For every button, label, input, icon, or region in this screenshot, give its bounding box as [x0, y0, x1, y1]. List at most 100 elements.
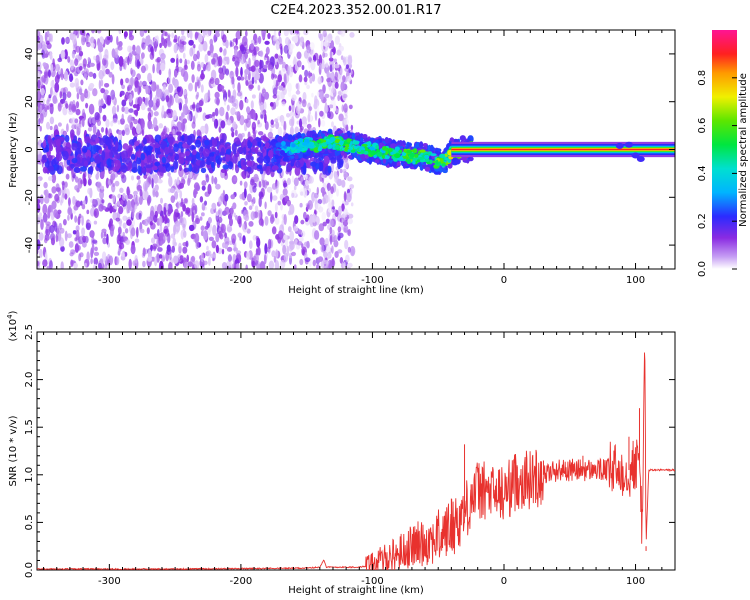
noise-cell	[203, 260, 208, 266]
noise-cell	[122, 222, 127, 229]
noise-cell	[268, 260, 275, 269]
noise-cell	[104, 83, 110, 88]
ridge-cell	[315, 143, 319, 148]
noise-cell	[166, 244, 171, 252]
noise-cell	[130, 227, 136, 237]
noise-cell	[75, 101, 80, 109]
noise-cell	[63, 70, 69, 82]
noise-cell	[350, 202, 354, 207]
noise-cell	[74, 176, 79, 183]
noise-cell	[134, 204, 138, 210]
noise-cell	[289, 126, 294, 137]
noise-cell	[286, 166, 290, 173]
noise-cell	[286, 113, 291, 118]
noise-cell	[137, 85, 141, 96]
noise-cell	[81, 215, 84, 226]
noise-cell	[173, 78, 179, 89]
noise-cell	[142, 167, 146, 174]
noise-cell	[137, 165, 141, 175]
noise-cell	[299, 202, 303, 208]
noise-cell	[117, 130, 123, 135]
noise-cell	[90, 42, 95, 48]
snr-series	[37, 352, 675, 570]
x-tick-label: 100	[626, 275, 645, 286]
noise-cell	[182, 242, 188, 247]
noise-cell	[327, 259, 333, 269]
ridge-halo-cell	[327, 128, 333, 134]
noise-cell	[180, 229, 185, 240]
noise-cell	[225, 154, 231, 162]
noise-cell	[117, 251, 121, 256]
noise-cell	[207, 228, 211, 235]
ridge-cell	[291, 143, 296, 148]
noise-cell	[184, 96, 188, 105]
noise-cell	[130, 67, 133, 75]
noise-cell	[306, 45, 311, 51]
noise-cell	[89, 230, 95, 238]
noise-cell	[37, 79, 41, 89]
noise-cell	[46, 42, 52, 50]
noise-cell	[178, 43, 183, 48]
noise-cell	[75, 108, 81, 116]
noise-cell	[264, 113, 267, 124]
noise-cell	[205, 30, 211, 37]
noise-cell	[267, 32, 271, 40]
ridge-halo-cell	[398, 140, 403, 146]
noise-cell	[297, 60, 302, 68]
noise-cell	[274, 211, 278, 219]
noise-cell	[239, 99, 244, 111]
noise-cell	[229, 95, 235, 104]
noise-cell	[313, 102, 318, 110]
noise-cell	[180, 211, 184, 218]
noise-cell	[89, 165, 94, 175]
noise-cell	[311, 213, 317, 223]
noise-cell	[337, 235, 341, 241]
noise-cell	[154, 204, 158, 212]
noise-cell	[308, 70, 311, 79]
noise-cell	[299, 127, 303, 133]
noise-cell	[152, 243, 158, 250]
ridge-cell	[317, 147, 322, 152]
noise-cell	[205, 114, 210, 120]
noise-cell	[265, 165, 271, 176]
noise-cell	[242, 161, 248, 166]
noise-cell	[122, 158, 127, 163]
ridge-halo-cell	[442, 169, 448, 174]
noise-cell	[267, 210, 272, 217]
noise-cell	[176, 201, 179, 210]
noise-cell	[67, 56, 71, 63]
noise-cell	[125, 92, 131, 99]
ridge-halo-cell	[435, 150, 439, 155]
noise-cell	[196, 50, 200, 60]
noise-cell	[193, 182, 200, 191]
noise-cell	[66, 123, 69, 133]
noise-cell	[257, 151, 262, 156]
noise-cell	[270, 73, 275, 80]
noise-cell	[311, 92, 314, 98]
noise-cell	[338, 205, 342, 215]
noise-cell	[264, 121, 269, 131]
noise-cell	[117, 226, 122, 235]
noise-cell	[229, 261, 232, 268]
noise-cell	[173, 160, 179, 170]
noise-cell	[139, 145, 144, 152]
noise-cell	[244, 201, 248, 206]
noise-cell	[42, 166, 48, 174]
noise-cell	[87, 187, 92, 195]
noise-cell	[214, 91, 220, 99]
noise-cell	[157, 179, 163, 184]
noise-cell	[47, 154, 53, 161]
colorbar-ticks: 0.00.20.40.60.8	[697, 70, 737, 277]
ridge-cell	[275, 143, 282, 148]
noise-cell	[283, 214, 287, 225]
noise-cell	[331, 257, 335, 267]
noise-cell	[320, 119, 326, 127]
noise-cell	[250, 65, 256, 72]
noise-cell	[64, 134, 70, 143]
noise-cell	[49, 125, 53, 131]
noise-cell	[131, 175, 134, 181]
noise-cell	[135, 45, 141, 57]
noise-cell	[312, 248, 316, 255]
noise-cell	[132, 44, 136, 52]
noise-cell	[201, 180, 207, 187]
